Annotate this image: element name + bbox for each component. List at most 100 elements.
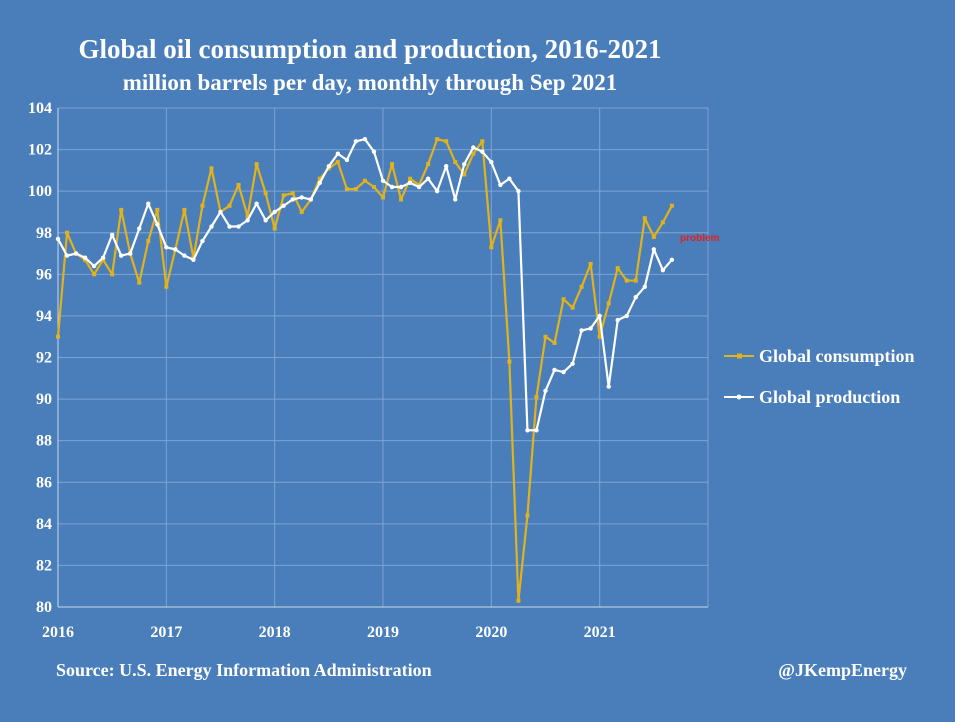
production-point — [462, 161, 467, 167]
source-note: Source: U.S. Energy Information Administ… — [56, 660, 432, 680]
production-point — [254, 201, 259, 206]
production-point — [281, 203, 286, 208]
consumption-point — [480, 139, 485, 144]
consumption-point — [399, 197, 404, 202]
y-tick-label: 90 — [36, 391, 52, 408]
production-point — [561, 369, 566, 375]
production-point — [118, 253, 124, 258]
production-point — [597, 313, 602, 319]
y-tick-label: 94 — [36, 308, 52, 325]
production-point — [443, 164, 449, 169]
series-line-production — [57, 138, 673, 432]
production-point — [317, 180, 323, 186]
production-point — [164, 245, 169, 250]
axes — [57, 108, 708, 608]
production-point — [155, 222, 160, 227]
production-point — [489, 159, 494, 165]
production-point — [335, 151, 341, 156]
consumption-point — [146, 239, 151, 244]
y-tick-label: 88 — [36, 433, 52, 450]
production-point — [453, 197, 458, 202]
production-point — [471, 145, 476, 150]
y-tick-label: 100 — [28, 183, 52, 200]
production-point — [516, 188, 521, 194]
consumption-point — [155, 207, 160, 212]
production-point — [624, 313, 629, 319]
production-point — [82, 255, 88, 260]
production-point — [669, 257, 675, 262]
y-axis-ticks: 80 82 84 86 88 90 92 94 96 98 100 102 104 — [28, 100, 52, 616]
production-point — [371, 149, 377, 154]
production-point — [525, 428, 530, 433]
production-point — [290, 197, 295, 202]
production-point — [588, 326, 593, 331]
production-point — [633, 295, 638, 300]
production-point — [362, 136, 368, 142]
consumption-point — [317, 176, 322, 181]
consumption-point — [633, 278, 638, 283]
consumption-point — [408, 176, 413, 181]
consumption-point — [543, 334, 548, 339]
consumption-point — [164, 284, 169, 289]
y-tick-label: 102 — [28, 142, 52, 159]
production-point — [326, 164, 332, 169]
consumption-point — [489, 245, 494, 250]
consumption-point — [381, 195, 385, 200]
consumption-point — [444, 139, 449, 144]
chart-title: Global oil consumption and production, 2… — [78, 34, 662, 64]
x-tick-label: 2017 — [150, 624, 182, 641]
y-tick-label: 82 — [36, 557, 52, 574]
consumption-point — [579, 284, 584, 289]
y-tick-label: 96 — [36, 266, 52, 283]
consumption-point — [362, 178, 367, 183]
production-point — [651, 247, 657, 252]
consumption-point — [92, 272, 97, 277]
consumption-point — [624, 278, 629, 283]
production-point — [507, 176, 512, 181]
production-point — [398, 184, 404, 190]
production-point — [344, 157, 350, 163]
production-point — [137, 226, 142, 231]
production-point — [534, 428, 539, 433]
production-point — [55, 236, 61, 242]
consumption-point — [236, 182, 241, 187]
consumption-point — [588, 261, 593, 266]
consumption-point — [344, 187, 349, 192]
annotation-problem: problem — [680, 233, 720, 244]
production-point — [200, 238, 205, 244]
production-point — [109, 232, 115, 238]
production-point — [353, 139, 359, 144]
consumption-point — [606, 301, 611, 306]
consumption-point — [498, 218, 503, 223]
production-point — [425, 176, 431, 181]
production-point — [173, 247, 178, 252]
production-point — [498, 182, 503, 188]
y-tick-label: 84 — [36, 516, 52, 533]
consumption-point — [263, 191, 268, 196]
consumption-point — [597, 334, 602, 339]
consumption-point — [245, 214, 250, 219]
y-tick-label: 92 — [36, 350, 52, 367]
production-point — [272, 209, 277, 215]
x-tick-label: 2018 — [259, 624, 291, 641]
x-tick-label: 2016 — [42, 624, 74, 641]
production-point — [100, 255, 106, 260]
production-point — [209, 224, 214, 229]
production-point — [407, 180, 413, 186]
consumption-point — [552, 340, 557, 345]
consumption-point — [110, 272, 115, 277]
author-credit: @JKempEnergy — [778, 660, 907, 680]
y-tick-label: 80 — [36, 599, 52, 616]
production-point — [660, 267, 666, 273]
consumption-point — [435, 137, 440, 142]
production-point — [128, 251, 133, 256]
production-point — [579, 328, 584, 333]
x-tick-label: 2019 — [367, 624, 399, 641]
chart-subtitle: million barrels per day, monthly through… — [122, 70, 618, 95]
production-point — [543, 388, 548, 393]
legend-label: Global production — [759, 387, 900, 407]
production-point — [245, 218, 250, 223]
consumption-point — [353, 187, 358, 192]
consumption-point — [570, 305, 575, 310]
